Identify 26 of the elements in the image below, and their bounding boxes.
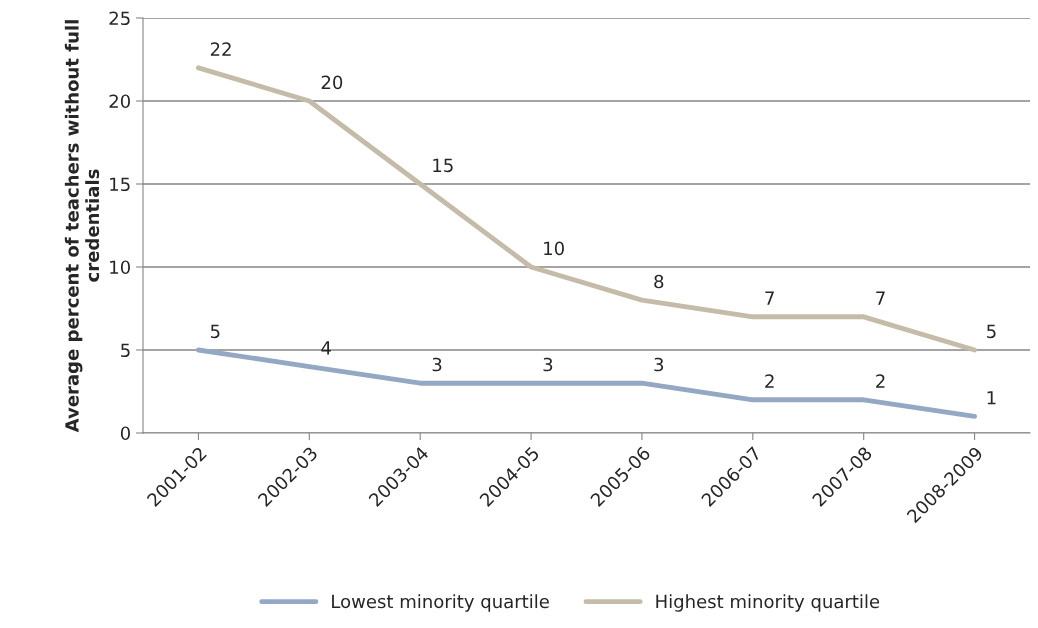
y-tick-label: 15 <box>110 177 130 192</box>
data-label: 22 <box>210 42 231 56</box>
data-label: 3 <box>543 357 553 372</box>
data-label: 2 <box>765 374 774 388</box>
legend-label: Lowest minority quartile <box>332 594 549 612</box>
data-label: 8 <box>654 274 664 289</box>
data-label: 20 <box>321 75 343 90</box>
data-label: 10 <box>544 241 564 256</box>
data-label: 3 <box>654 357 664 372</box>
y-tick-label: 10 <box>110 260 130 275</box>
y-axis-title: Average percent of teachers without full credentials <box>64 20 100 433</box>
y-tick-label: 20 <box>109 94 130 109</box>
data-label: 4 <box>321 341 331 355</box>
data-label: 5 <box>987 324 996 339</box>
data-label: 1 <box>987 391 996 405</box>
data-label: 15 <box>433 158 453 173</box>
y-tick-label: 5 <box>121 343 130 358</box>
line-series <box>196 65 977 353</box>
data-label: 7 <box>765 291 774 305</box>
data-label: 2 <box>876 374 885 388</box>
y-tick-label: 25 <box>109 11 130 26</box>
data-label: 7 <box>876 291 885 305</box>
data-label: 3 <box>432 357 442 372</box>
legend-label: Highest minority quartile <box>656 594 880 612</box>
y-tick-label: 0 <box>120 426 130 441</box>
data-label: 5 <box>210 324 220 339</box>
